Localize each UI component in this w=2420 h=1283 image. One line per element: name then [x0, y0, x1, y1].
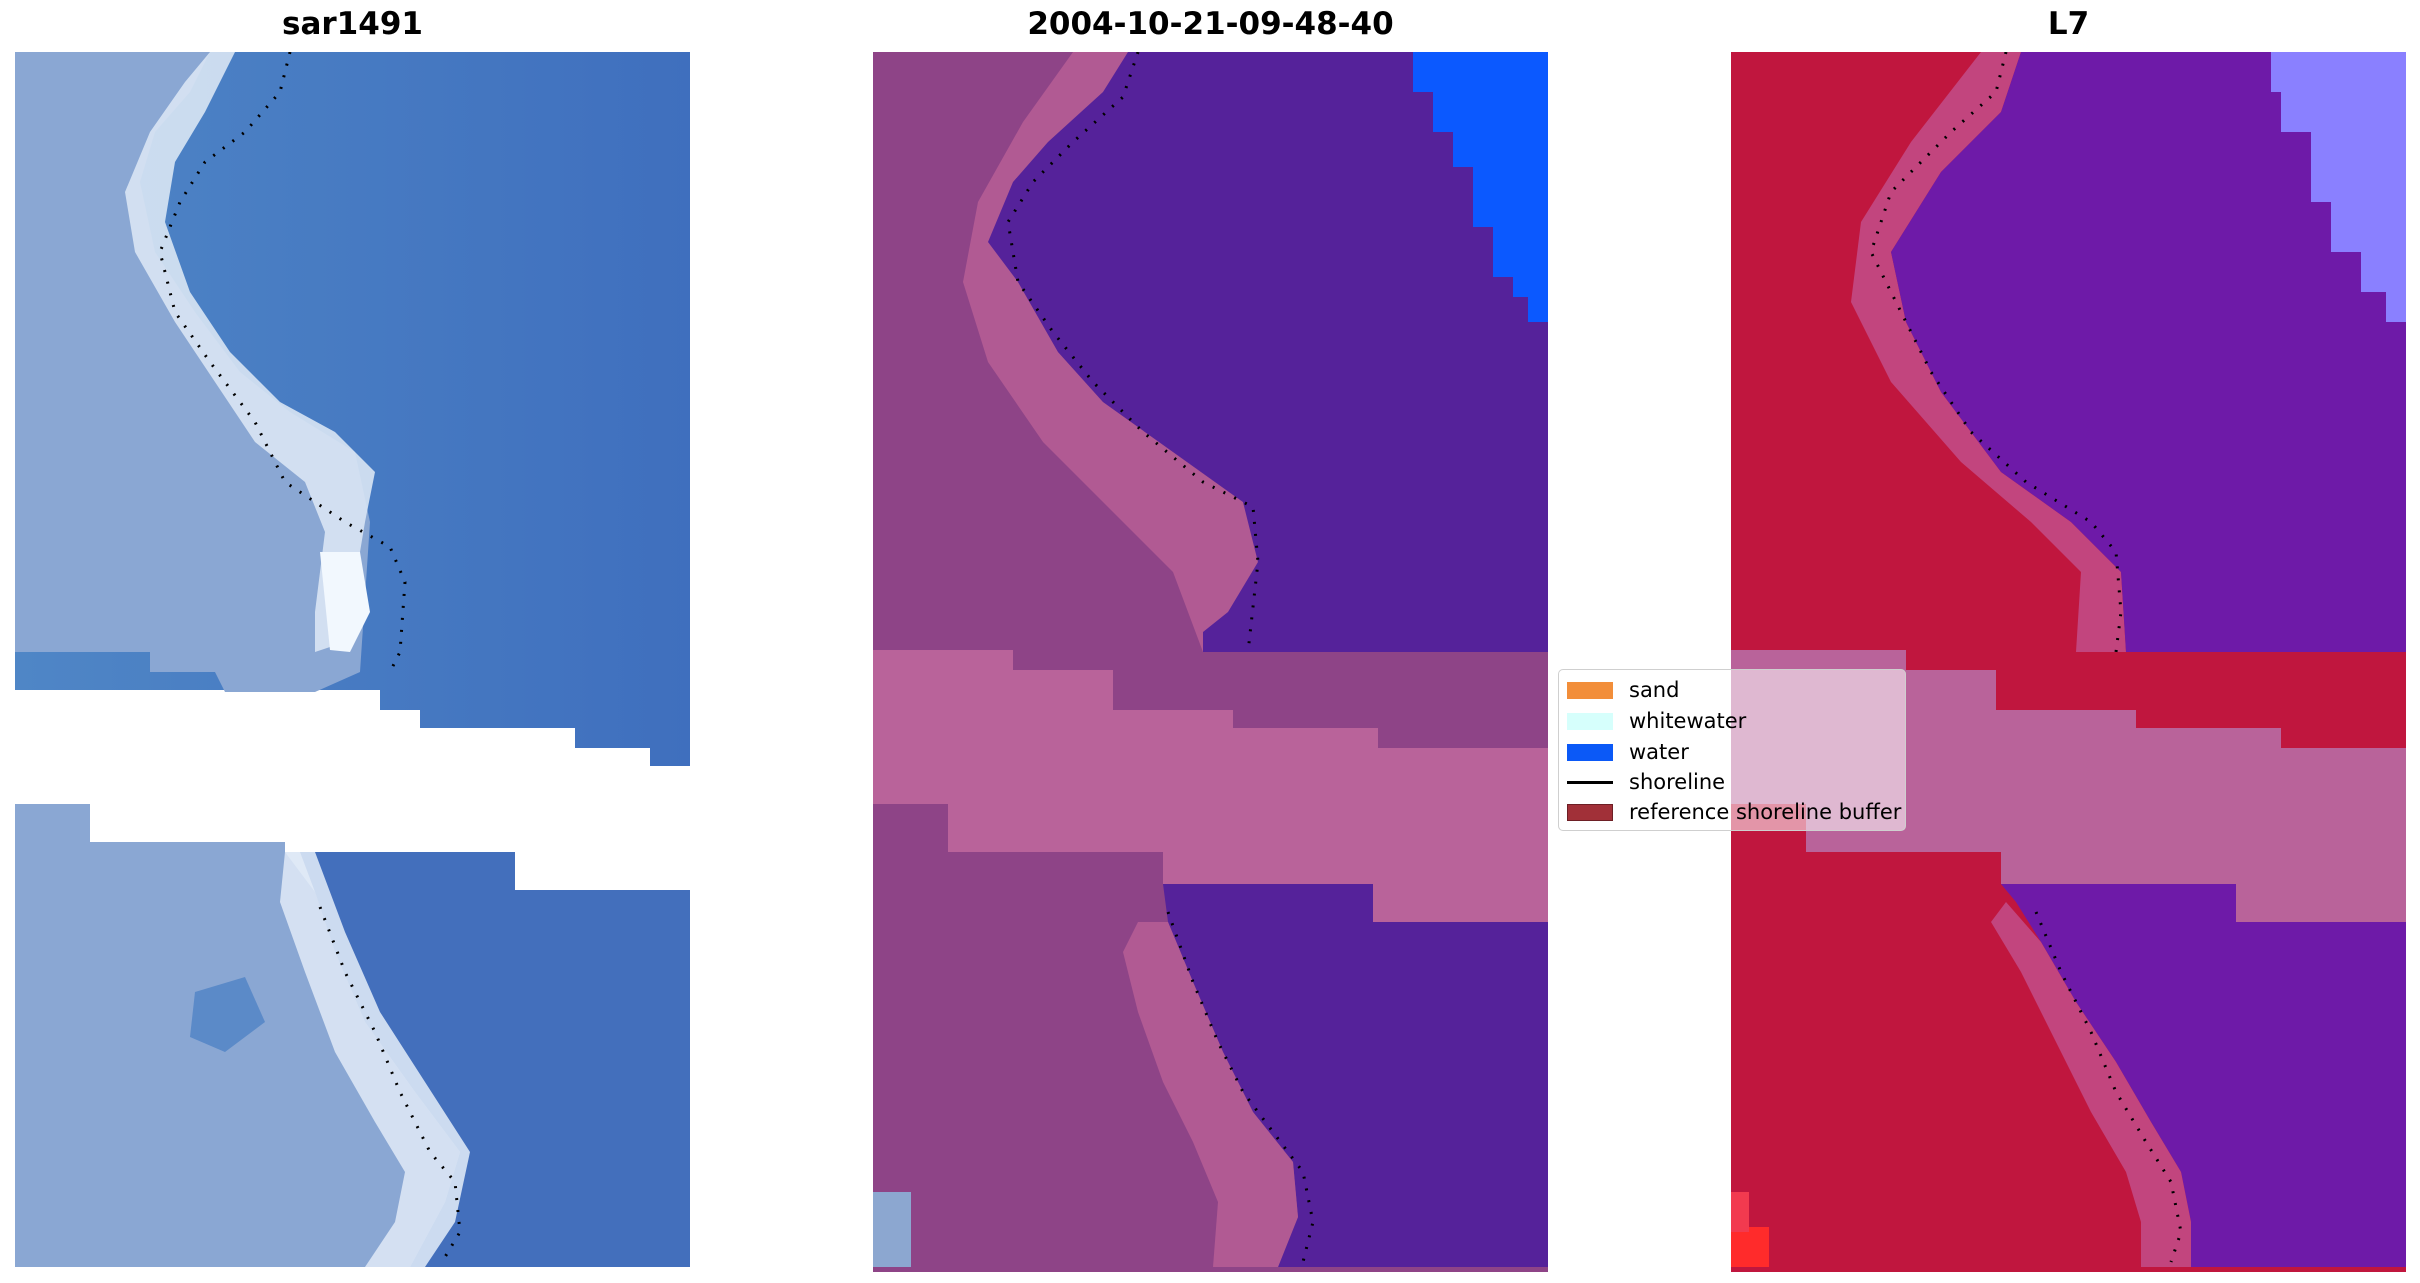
open-water-area: [2271, 52, 2406, 322]
legend-item-reference-buffer: reference shoreline buffer: [1567, 800, 1901, 824]
foam-highlight: [320, 552, 370, 652]
reference-shoreline-buffer: [873, 650, 1548, 922]
rgb-image: [15, 52, 690, 1267]
land-blob: [190, 977, 265, 1052]
legend-label: shoreline: [1629, 770, 1726, 794]
water-swatch: [1567, 743, 1613, 761]
legend-item-whitewater: whitewater: [1567, 709, 1746, 733]
open-water-area: [1413, 52, 1548, 322]
shoreline-bottom: [1166, 911, 1315, 1263]
panel-title-rgb: sar1491: [282, 6, 423, 42]
water-area-bottom: [300, 852, 690, 1267]
whitewater-band-bottom: [280, 852, 470, 1267]
land-light-band-bottom: [1123, 922, 1298, 1267]
land-coast-band-bottom: [1991, 902, 2191, 1267]
l7-panel: L7: [1731, 0, 2406, 1283]
water-area-bottom: [1163, 884, 1548, 1267]
rgb-image-panel: sar1491: [15, 0, 690, 1283]
legend-label: sand: [1629, 678, 1680, 702]
legend-item-water: water: [1567, 740, 1689, 764]
panel-title-l7: L7: [2047, 6, 2090, 42]
bottom-left-patch: [1731, 1227, 1769, 1267]
classification-image: [873, 52, 1548, 1272]
water-area: [1891, 52, 2406, 652]
legend-item-sand: sand: [1567, 678, 1679, 702]
l7-image: [1731, 52, 2406, 1272]
bottom-left-patch: [873, 1192, 911, 1267]
legend-item-shoreline: shoreline: [1567, 770, 1725, 794]
legend: sand whitewater water shoreline referenc…: [1558, 669, 1906, 831]
land-area: [15, 52, 370, 692]
bottom-left-patch-2: [1731, 1192, 1749, 1232]
legend-label: whitewater: [1629, 709, 1747, 733]
water-area: [988, 52, 1548, 652]
whitewater-swatch: [1567, 712, 1613, 730]
shoreline-bottom: [318, 906, 462, 1258]
water-area-bottom: [2001, 884, 2406, 1267]
land-light-band: [963, 52, 1258, 652]
shoreline-line-icon: [1567, 780, 1613, 784]
land-coast-band: [1851, 52, 2126, 652]
reference-buffer-swatch: [1567, 803, 1613, 821]
classification-panel: 2004-10-21-09-48-40: [873, 0, 1548, 1283]
panel-title-date: 2004-10-21-09-48-40: [1027, 6, 1394, 42]
legend-label: reference shoreline buffer: [1629, 800, 1902, 824]
legend-label: water: [1629, 740, 1689, 764]
sand-swatch: [1567, 681, 1613, 699]
